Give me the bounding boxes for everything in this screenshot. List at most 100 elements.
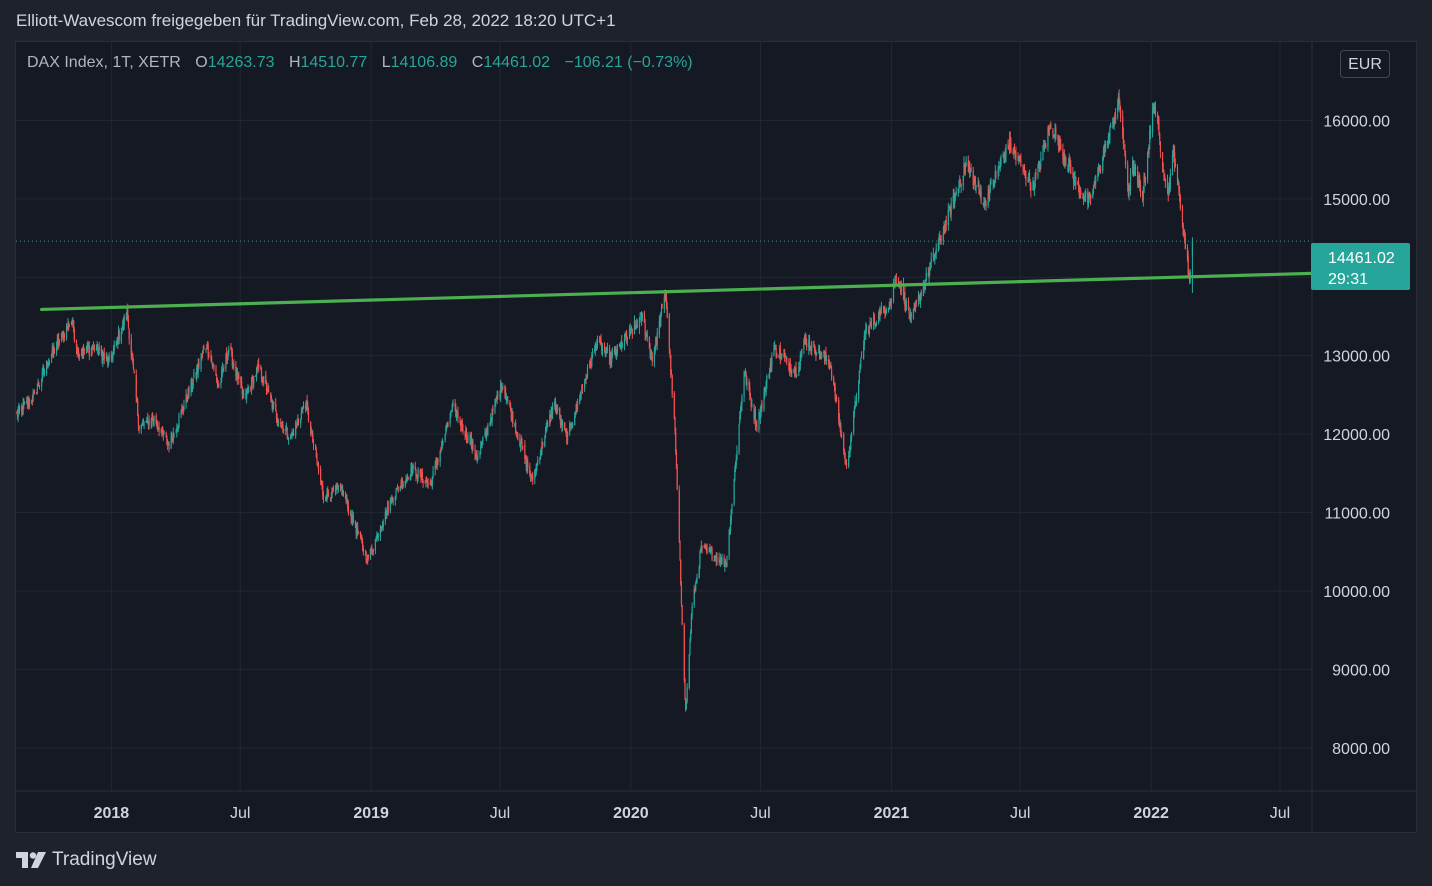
candle-body (711, 548, 713, 560)
candle-body (724, 562, 727, 565)
candle-body (132, 362, 135, 370)
candle-body (1129, 174, 1132, 190)
candle-body (322, 494, 325, 500)
candle-body (872, 316, 875, 326)
candle-body (101, 351, 103, 362)
candle-body (805, 336, 807, 344)
candle-body (472, 440, 474, 449)
candle-body (810, 347, 812, 351)
candle-body (566, 433, 568, 444)
candle-body (844, 454, 846, 464)
candle-body (890, 300, 892, 302)
candle-body (905, 306, 907, 309)
currency-button[interactable]: EUR (1340, 50, 1390, 78)
candle-body (1154, 106, 1157, 115)
candle-body (834, 386, 836, 399)
candle-body (701, 545, 703, 550)
candle-body (337, 487, 339, 489)
candle-body (38, 385, 41, 387)
candle-body (1019, 159, 1021, 161)
candle-body (1038, 161, 1040, 166)
candle-body (650, 353, 652, 357)
candle-body (301, 410, 303, 412)
candle-body (31, 400, 33, 402)
candle-body (107, 359, 110, 364)
candle-body (91, 346, 93, 350)
candle-body (1183, 233, 1185, 235)
candle-body (167, 444, 169, 446)
candle-body (655, 337, 657, 348)
candle-body (814, 351, 816, 355)
candle-body (789, 363, 791, 370)
candle-body (1093, 184, 1095, 187)
candle-body (510, 405, 512, 411)
candle-body (1107, 135, 1110, 145)
candle-body (296, 421, 298, 426)
candle-body (691, 605, 693, 616)
candle-body (496, 395, 498, 401)
candle-body (118, 330, 120, 341)
candle-body (66, 328, 68, 330)
candle-body (502, 386, 504, 389)
candle-body (215, 367, 217, 376)
change-value: −106.21 (−0.73%) (564, 54, 693, 71)
candle-body (668, 315, 670, 349)
candle-body (940, 239, 942, 241)
candle-body (38, 382, 40, 386)
candle-body (1148, 144, 1150, 155)
candle-body (1077, 182, 1079, 185)
candle-body (253, 376, 255, 385)
candle-body (117, 331, 120, 345)
candle-body (537, 460, 539, 463)
candle-body (1062, 149, 1064, 160)
candle-body (95, 348, 98, 350)
candle-body (37, 383, 39, 387)
candle-body (1009, 137, 1011, 146)
candle-body (751, 404, 753, 407)
candle-body (758, 412, 760, 430)
candle-body (831, 369, 833, 379)
candle-body (541, 442, 543, 452)
candle-body (507, 400, 509, 402)
candle-body (1087, 195, 1090, 204)
candle-body (1060, 144, 1062, 150)
candle-body (1068, 160, 1070, 166)
candle-body (220, 380, 222, 385)
candle-body (700, 544, 702, 549)
candle-body (248, 387, 250, 389)
candle-body (476, 457, 478, 460)
candle-body (143, 423, 145, 425)
candle-body (182, 409, 184, 411)
chart-frame[interactable] (15, 41, 1417, 833)
candle-body (942, 231, 944, 242)
candle-body (1124, 144, 1126, 152)
candle-body (721, 557, 723, 563)
candle-body (192, 378, 194, 386)
candle-body (935, 248, 937, 254)
candle-body (640, 311, 643, 321)
candle-body (70, 321, 73, 325)
candle-body (102, 353, 105, 356)
candle-body (743, 373, 745, 397)
candle-body (68, 325, 70, 329)
candle-body (432, 471, 434, 478)
candle-body (484, 432, 486, 436)
candle-body (342, 489, 344, 494)
tradingview-brand[interactable]: TradingView (16, 849, 157, 871)
candle-body (67, 324, 69, 329)
candle-body (1167, 192, 1169, 196)
candle-body (92, 346, 95, 348)
candle-body (18, 406, 20, 413)
candle-body (324, 500, 327, 502)
candle-body (1143, 176, 1145, 193)
candle-body (954, 192, 957, 198)
candle-body (231, 351, 233, 366)
candle-body (531, 473, 533, 477)
candle-body (646, 334, 648, 337)
candle-body (361, 537, 363, 542)
candle-body (52, 349, 54, 353)
candle-body (994, 171, 996, 183)
candle-body (591, 352, 594, 356)
candle-body (1134, 168, 1137, 170)
